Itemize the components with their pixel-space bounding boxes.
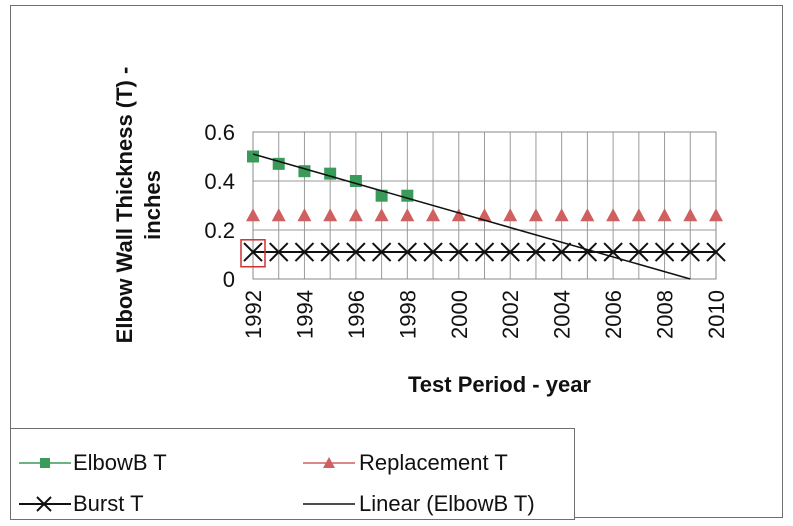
data-point xyxy=(271,208,286,222)
x-tick-label: 2006 xyxy=(601,290,626,339)
y-tick-label: 0 xyxy=(223,267,235,292)
axis-ticks: 0 0.2 0.4 0.6 1992 1994 1996 1998 2000 2002 2004 20… xyxy=(204,120,729,339)
trendline xyxy=(252,153,691,280)
data-point xyxy=(631,208,646,222)
data-point xyxy=(294,242,315,262)
highlight-box xyxy=(240,239,266,268)
data-point xyxy=(706,242,726,262)
series-burst-t xyxy=(243,242,726,262)
x-tick-label: 1998 xyxy=(395,290,420,339)
x-axis-label: Test Period - year xyxy=(408,372,591,397)
data-point xyxy=(551,242,572,262)
legend: ElbowB T Replacement T Burst T Linear (E… xyxy=(10,428,575,520)
data-point xyxy=(375,189,388,202)
series-linear-elbowb-t xyxy=(252,153,691,280)
data-point xyxy=(400,208,415,222)
data-point xyxy=(246,208,260,222)
data-point xyxy=(477,208,492,222)
y-axis-label-line1: Elbow Wall Thickness (T) - xyxy=(112,67,137,344)
data-point xyxy=(423,242,443,262)
legend-label-elbowb: ElbowB T xyxy=(73,450,167,475)
x-tick-label: 2008 xyxy=(653,290,678,339)
legend-marker-replacement xyxy=(303,457,355,468)
data-point xyxy=(474,242,495,262)
data-point xyxy=(247,150,259,163)
x-tick-label: 1994 xyxy=(292,290,317,339)
x-tick-label: 2000 xyxy=(447,290,472,339)
data-point xyxy=(503,208,518,222)
data-point xyxy=(526,242,546,262)
y-tick-label: 0.2 xyxy=(204,218,235,243)
data-point xyxy=(374,208,389,222)
y-tick-label: 0.6 xyxy=(204,120,235,145)
data-point xyxy=(371,242,392,262)
legend-label-replacement: Replacement T xyxy=(359,450,508,475)
data-point xyxy=(426,208,441,222)
data-point xyxy=(577,242,598,262)
legend-marker-burst xyxy=(19,496,71,512)
data-point xyxy=(657,208,672,222)
data-point xyxy=(348,208,363,222)
data-point xyxy=(606,208,621,222)
data-point xyxy=(580,208,595,222)
series-elbowb-t xyxy=(247,150,414,202)
data-point xyxy=(269,242,289,262)
x-tick-label: 1996 xyxy=(344,290,369,339)
data-point xyxy=(451,208,466,222)
series-layer xyxy=(243,150,726,280)
x-tick-label: 1992 xyxy=(241,290,266,339)
data-point xyxy=(323,208,338,222)
data-point xyxy=(528,208,543,222)
data-point xyxy=(680,242,700,262)
series-replacement-t xyxy=(246,208,723,222)
data-point xyxy=(683,208,698,222)
legend-label-burst: Burst T xyxy=(73,491,144,516)
data-point xyxy=(629,242,649,262)
data-point xyxy=(397,242,418,262)
data-point xyxy=(709,208,723,222)
data-point xyxy=(449,242,469,262)
grid-lines xyxy=(252,131,717,280)
x-tick-label: 2002 xyxy=(498,290,523,339)
data-point xyxy=(500,242,520,262)
plot-area-border xyxy=(252,131,717,280)
x-tick-label: 2010 xyxy=(704,290,729,339)
data-point xyxy=(243,242,263,262)
y-axis-label-line2: inches xyxy=(140,170,165,240)
y-tick-label: 0.4 xyxy=(204,169,235,194)
data-point xyxy=(554,208,569,222)
data-point xyxy=(346,242,366,262)
legend-label-linear: Linear (ElbowB T) xyxy=(359,491,535,516)
data-point xyxy=(297,208,312,222)
data-point xyxy=(320,242,340,262)
x-tick-label: 2004 xyxy=(550,290,575,339)
legend-marker-elbowb xyxy=(19,458,71,468)
data-point xyxy=(654,242,675,262)
